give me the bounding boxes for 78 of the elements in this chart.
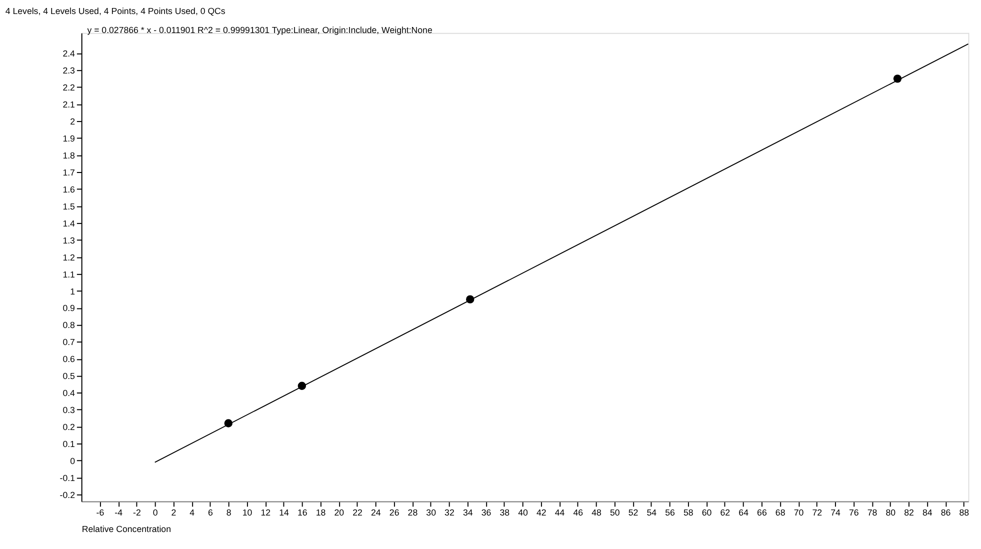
x-tick-label: 26: [389, 508, 400, 518]
x-tick-label: 4: [190, 508, 195, 518]
x-tick-label: 70: [794, 508, 804, 518]
x-tick-label: 2: [171, 508, 176, 518]
x-tick-label: -2: [133, 508, 141, 518]
y-tick-label: 1.6: [62, 184, 76, 194]
x-tick-label: 60: [702, 508, 712, 518]
x-tick-label: 88: [959, 508, 970, 518]
x-tick-label: 22: [352, 508, 363, 518]
x-axis-title: Relative Concentration: [82, 524, 172, 534]
x-tick-label: 42: [536, 508, 546, 518]
x-tick-label: 78: [867, 508, 878, 518]
x-tick-label: 0: [152, 508, 158, 518]
x-tick-label: 58: [684, 508, 694, 518]
x-tick-label: 66: [757, 508, 767, 518]
x-tick-label: 84: [922, 508, 932, 518]
y-tick-label: 1.9: [62, 134, 76, 144]
y-tick-label: 0: [70, 456, 76, 466]
y-tick-label: 2.4: [62, 48, 76, 59]
y-tick-label: 1.1: [62, 269, 76, 280]
x-tick-label: 14: [279, 508, 290, 518]
y-tick-label: 1.3: [62, 235, 76, 246]
y-tick-label: 2.1: [62, 100, 76, 110]
x-tick-label: 56: [665, 508, 676, 518]
x-tick-label: 44: [554, 508, 565, 518]
x-tick-label: 10: [242, 508, 252, 518]
x-tick-label: 12: [260, 508, 271, 518]
y-tick-label: 1.4: [62, 218, 76, 228]
x-tick-label: 48: [592, 508, 602, 518]
x-tick-label: 38: [500, 508, 510, 518]
x-tick-label: 8: [226, 508, 232, 518]
x-tick-label: 76: [848, 508, 859, 518]
y-tick-label: 0.6: [62, 354, 76, 364]
y-tick-label: 0.2: [62, 422, 76, 432]
y-tick-label: -0.2: [60, 490, 76, 500]
x-tick-label: 24: [371, 508, 381, 518]
x-tick-label: 6: [208, 508, 214, 518]
y-tick-label: 0.7: [62, 337, 76, 348]
y-tick-label: 1.8: [62, 150, 76, 160]
x-tick-label: 34: [462, 508, 473, 518]
x-tick-label: 62: [720, 508, 730, 518]
x-tick-label: 28: [408, 508, 418, 518]
x-tick-label: 16: [298, 508, 308, 518]
x-tick-label: 20: [334, 508, 344, 518]
x-tick-label: 64: [738, 508, 749, 518]
x-tick-label: 52: [628, 508, 638, 518]
x-tick-label: 54: [646, 508, 657, 518]
x-tick-label: 74: [830, 508, 840, 518]
x-tick-label: 72: [812, 508, 822, 518]
x-tick-label: 18: [316, 508, 326, 518]
x-tick-label: 86: [940, 508, 951, 518]
y-tick-label: 1.5: [62, 201, 76, 212]
y-tick-label: 0.3: [62, 405, 76, 416]
x-tick-label: 40: [518, 508, 528, 518]
x-tick-label: -6: [96, 508, 104, 518]
x-tick-label: 30: [426, 508, 436, 518]
y-tick-label: 0.9: [62, 303, 76, 314]
y-tick-label: 0.5: [62, 371, 76, 382]
x-tick-label: 80: [886, 508, 896, 518]
y-tick-label: -0.1: [60, 472, 76, 483]
annotation: y = 0.027866 * x - 0.011901 R^2 = 0.99991301 Type:Linear, Origin:Include, Weight:None: [87, 24, 432, 35]
y-tick-label: 0.1: [62, 439, 76, 450]
x-tick-label: 50: [610, 508, 620, 518]
y-tick-label: 1: [70, 286, 76, 296]
y-tick-label: 2.2: [62, 82, 76, 93]
chart-title: 4 Levels, 4 Levels Used, 4 Points, 4 Points Used, 0 QCs: [5, 6, 226, 16]
y-tick-label: 2: [70, 116, 76, 127]
y-tick-label: 1.7: [62, 167, 76, 178]
y-tick-label: 2.3: [62, 66, 76, 76]
y-tick-label: 1.2: [62, 252, 76, 262]
x-tick-label: 68: [775, 508, 786, 518]
x-tick-label: 36: [481, 508, 492, 518]
x-tick-label: -4: [114, 508, 123, 518]
y-tick-label: 0.8: [62, 320, 76, 330]
x-tick-label: 82: [904, 508, 914, 518]
x-tick-label: 46: [573, 508, 584, 518]
x-tick-label: 32: [444, 508, 454, 518]
y-tick-label: 0.4: [62, 388, 76, 398]
